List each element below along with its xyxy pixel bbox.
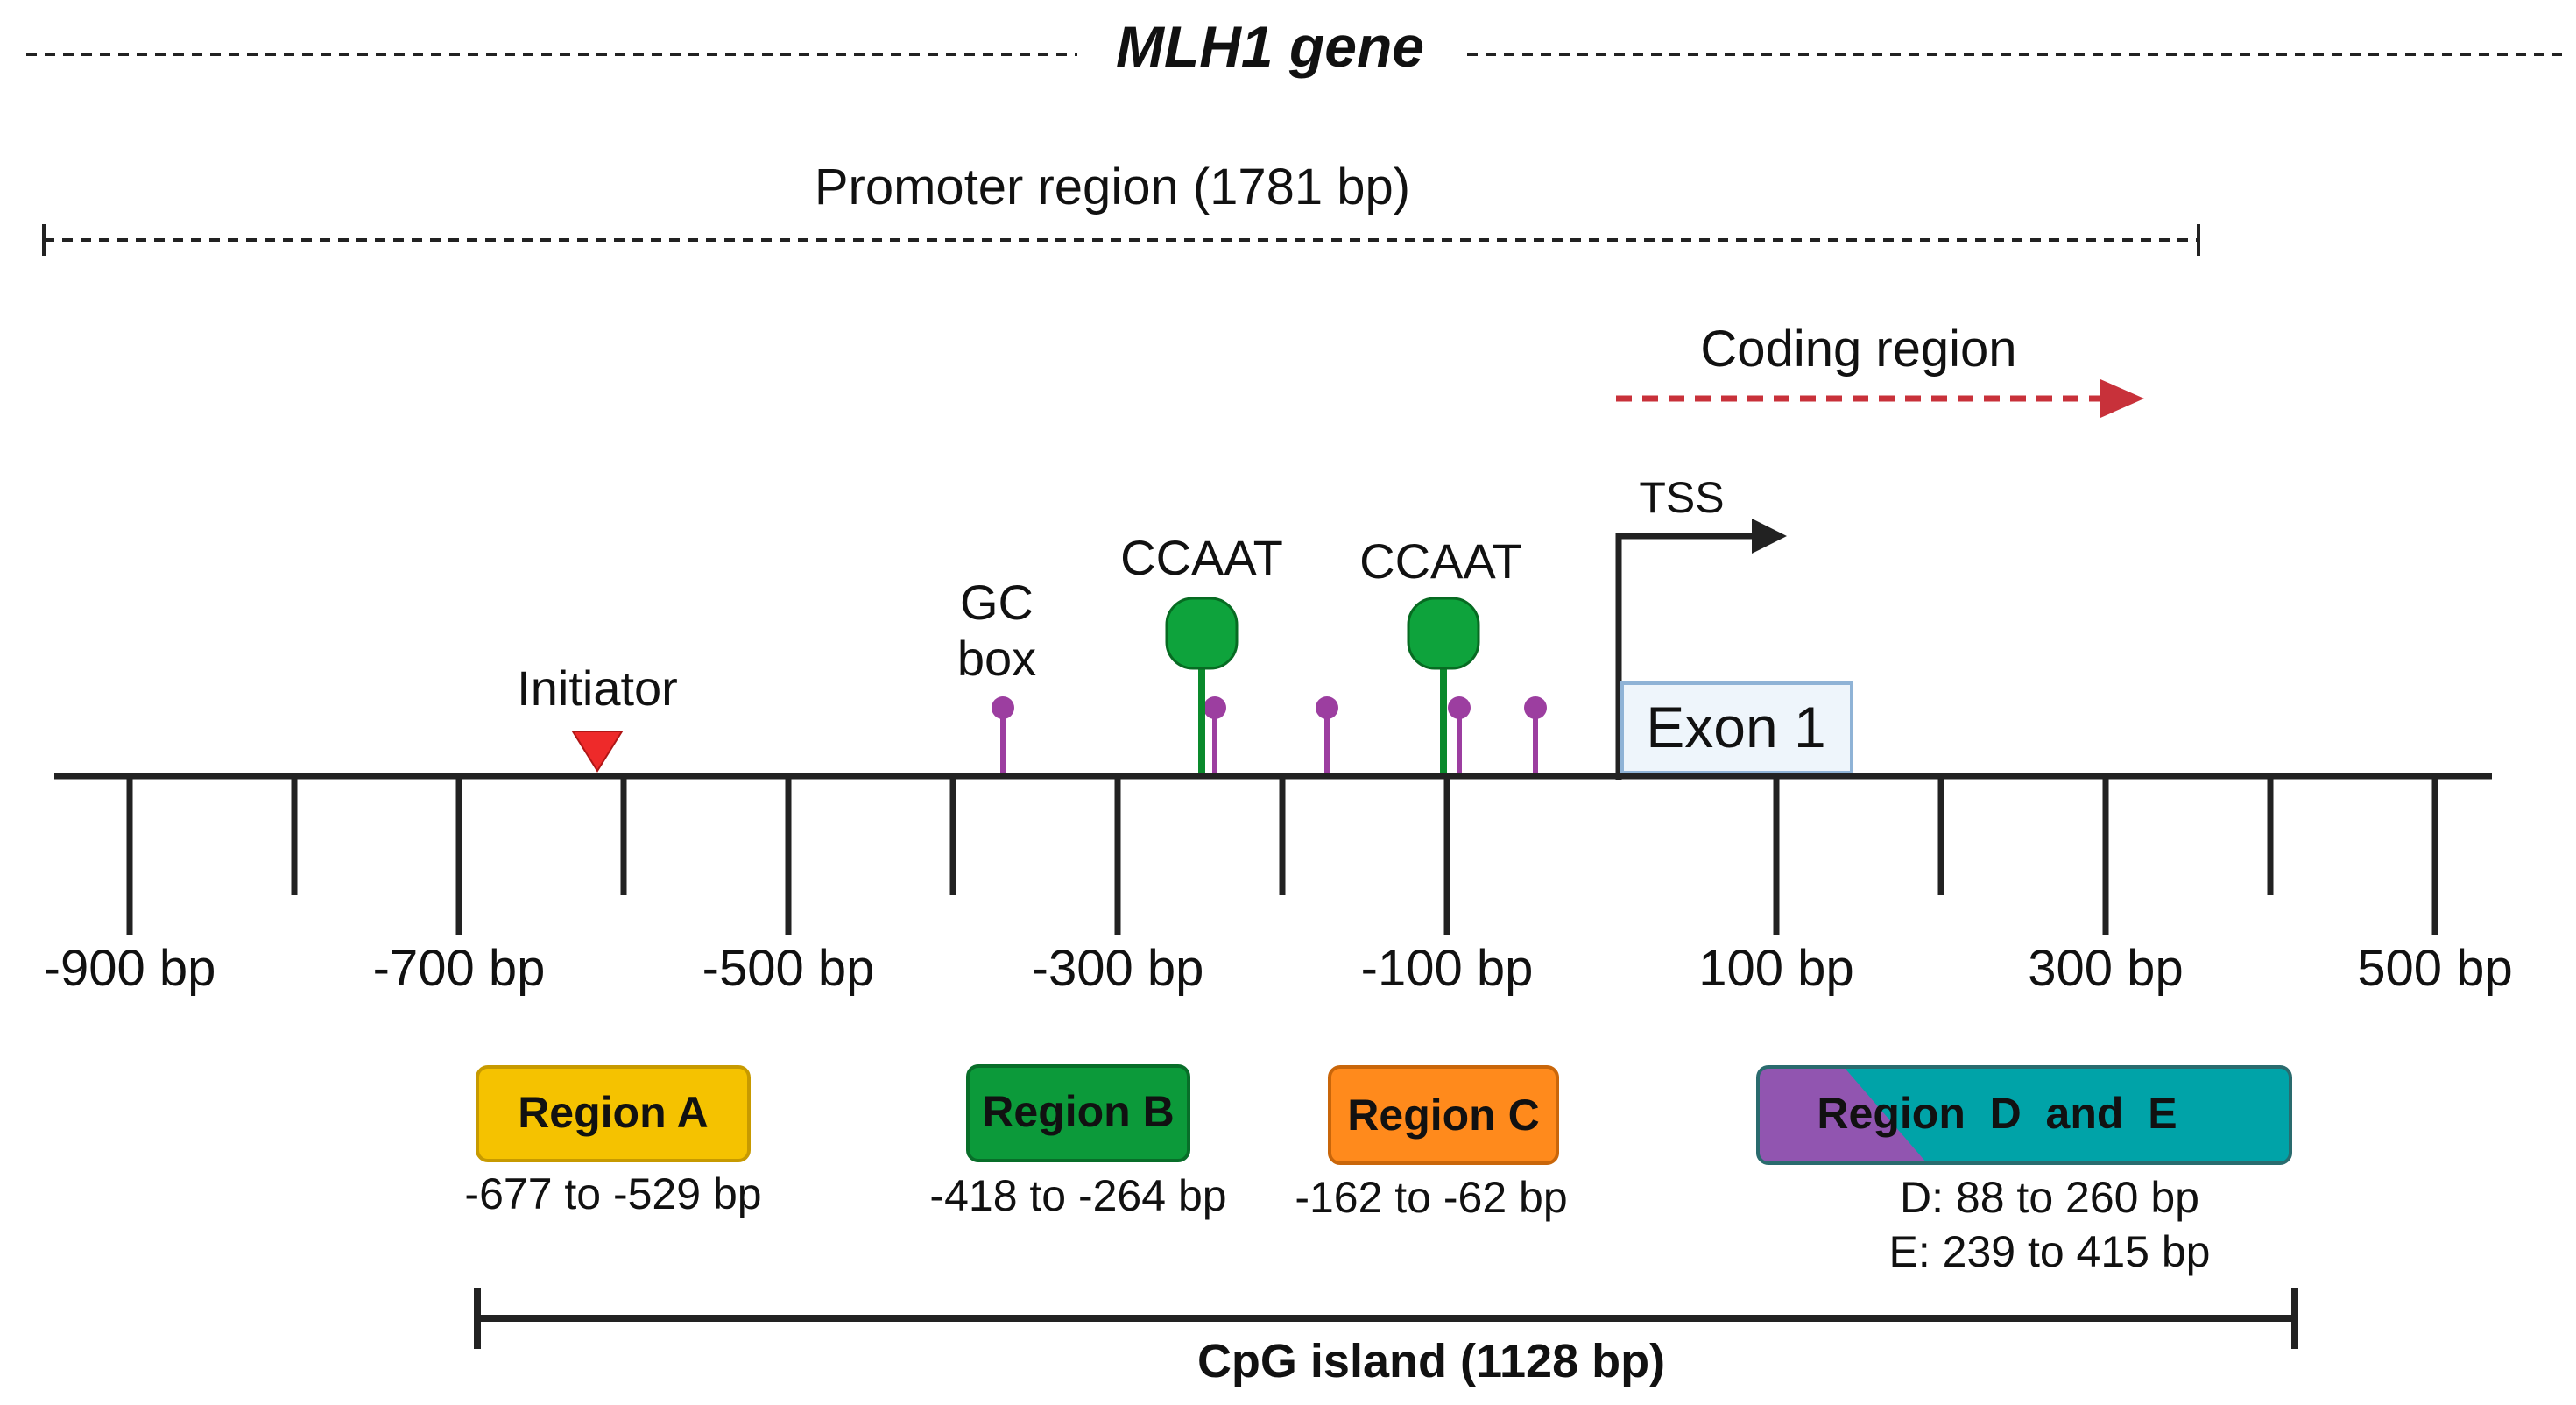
promoter-label: Promoter region (1781 bp) xyxy=(815,159,1410,215)
region-de-label: Region D and E xyxy=(1817,1089,2177,1138)
region-a: Region A -677 to -529 bp xyxy=(464,1065,762,1218)
region-d-fill xyxy=(1758,1067,1927,1163)
initiator-triangle-icon xyxy=(571,731,624,773)
region-b-box xyxy=(966,1064,1190,1162)
gc-lollipop-head xyxy=(1203,696,1226,719)
gc-box-label-line2: box xyxy=(957,631,1036,686)
axis-tick-label: 500 bp xyxy=(2357,940,2512,997)
axis-tick-label: -900 bp xyxy=(44,940,216,997)
tss-label: TSS xyxy=(1639,473,1724,522)
region-b-label: Region B xyxy=(982,1087,1174,1136)
ccaat-box-icon-2 xyxy=(1407,597,1480,670)
axis-tick-label: -300 bp xyxy=(1032,940,1204,997)
initiator-label: Initiator xyxy=(517,660,678,716)
axis-tick-label: -700 bp xyxy=(373,940,546,997)
gc-lollipop-head xyxy=(1316,696,1338,719)
tss-arrow-line xyxy=(1615,533,1756,780)
ccaat-box-icon-1 xyxy=(1165,597,1239,670)
ccaat-label-1: CCAAT xyxy=(1120,530,1283,585)
axis-tick-label: -100 bp xyxy=(1361,940,1534,997)
gc-lollipops xyxy=(992,696,1547,775)
exon-1-label: Exon 1 xyxy=(1646,695,1825,759)
axis-tick-label: -500 bp xyxy=(702,940,875,997)
region-c-range: -162 to -62 bp xyxy=(1295,1173,1567,1222)
region-c: Region C -162 to -62 bp xyxy=(1295,1065,1568,1222)
region-b: Region B -418 to -264 bp xyxy=(929,1064,1227,1220)
gc-lollipop-head xyxy=(1448,696,1471,719)
region-de-box xyxy=(1756,1065,2292,1165)
coding-region-label: Coding region xyxy=(1700,321,2016,378)
exon-1-box xyxy=(1620,681,1853,774)
axis-tick-label: 100 bp xyxy=(1698,940,1853,997)
region-d-and-e: Region D and E D: 88 to 260 bp E: 239 to… xyxy=(1756,1065,2292,1276)
region-a-label: Region A xyxy=(518,1088,709,1137)
region-c-label: Region C xyxy=(1347,1091,1539,1140)
region-c-box xyxy=(1328,1065,1559,1165)
region-a-box xyxy=(476,1065,751,1162)
gene-title: MLH1 gene xyxy=(1116,14,1424,79)
region-a-range: -677 to -529 bp xyxy=(464,1169,761,1218)
tss-arrowhead xyxy=(1752,519,1787,554)
gc-lollipop-head xyxy=(992,696,1014,719)
coding-region-arrowhead xyxy=(2100,379,2144,418)
axis-tick-labels: -900 bp -700 bp -500 bp -300 bp -100 bp 100 b… xyxy=(44,940,2513,997)
ccaat-label-2: CCAAT xyxy=(1359,533,1522,589)
axis-ticks xyxy=(126,776,2438,935)
cpg-island-label: CpG island (1128 bp) xyxy=(1197,1335,1665,1387)
gc-box-label-line1: GC xyxy=(960,575,1034,630)
region-b-range: -418 to -264 bp xyxy=(929,1171,1226,1220)
region-d-range: D: 88 to 260 bp xyxy=(1900,1173,2199,1222)
region-e-range: E: 239 to 415 bp xyxy=(1889,1227,2211,1276)
axis-tick-label: 300 bp xyxy=(2028,940,2183,997)
gc-lollipop-head xyxy=(1524,696,1547,719)
